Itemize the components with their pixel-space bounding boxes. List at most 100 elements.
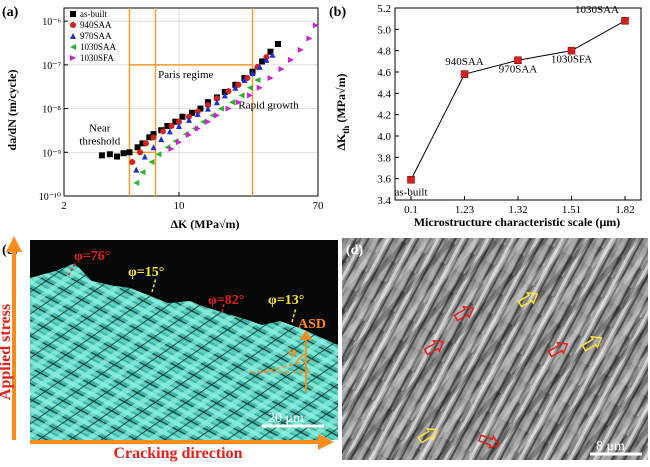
data-point bbox=[232, 84, 239, 91]
data-point bbox=[175, 139, 182, 146]
applied-stress-label: Applied stress bbox=[0, 304, 14, 400]
data-point bbox=[114, 153, 121, 160]
data-point bbox=[407, 175, 415, 184]
data-point bbox=[150, 134, 157, 141]
x-tick-label: 1.32 bbox=[508, 204, 527, 216]
red-arrow bbox=[423, 339, 445, 356]
data-point bbox=[142, 140, 149, 147]
legend-marker bbox=[70, 44, 76, 50]
x-tick-label: 70 bbox=[313, 200, 325, 212]
data-point bbox=[221, 92, 228, 99]
data-point bbox=[185, 113, 192, 120]
data-point bbox=[567, 46, 576, 55]
data-point bbox=[137, 149, 144, 156]
x-axis-label: Microstructure characteristic scale (μm) bbox=[414, 215, 621, 229]
data-point bbox=[217, 105, 224, 112]
data-point bbox=[175, 118, 182, 125]
data-point bbox=[166, 128, 173, 135]
y-tick-label: 10⁻¹⁰ bbox=[39, 192, 61, 203]
data-point bbox=[168, 145, 175, 152]
data-point bbox=[256, 63, 263, 70]
data-point bbox=[228, 99, 235, 106]
series-970SAA bbox=[133, 51, 276, 173]
crack-edge bbox=[29, 260, 339, 345]
phi-82-label: φ=82° bbox=[208, 293, 244, 308]
y-tick-label: 5.0 bbox=[377, 24, 391, 36]
region-label: Near threshold bbox=[79, 122, 120, 147]
data-point bbox=[185, 116, 192, 123]
data-point bbox=[238, 92, 245, 99]
data-point bbox=[158, 136, 165, 143]
data-point bbox=[146, 134, 153, 141]
data-point bbox=[288, 56, 295, 63]
data-point bbox=[179, 113, 186, 120]
asd-label: ASD bbox=[298, 317, 326, 332]
data-point bbox=[621, 17, 629, 25]
data-point bbox=[312, 22, 319, 29]
y-tick-label: 10⁻⁷ bbox=[42, 61, 61, 72]
plot-frame bbox=[63, 7, 319, 197]
data-point bbox=[256, 84, 263, 91]
data-point bbox=[267, 75, 274, 82]
yellow-arrow bbox=[417, 427, 439, 444]
y-tick-label: 10⁻⁸ bbox=[42, 105, 61, 116]
data-point bbox=[213, 112, 220, 119]
data-label: 970SAA bbox=[499, 63, 538, 75]
y-tick-label: 3.6 bbox=[377, 174, 391, 186]
data-point bbox=[150, 144, 157, 151]
region-label: Paris regime bbox=[158, 69, 213, 81]
data-point bbox=[297, 46, 304, 53]
y-tick-label: 10⁻⁹ bbox=[42, 148, 61, 159]
y-tick-label: 10⁻⁶ bbox=[42, 17, 61, 28]
data-point bbox=[213, 99, 220, 106]
data-point bbox=[106, 151, 113, 158]
data-point bbox=[141, 153, 148, 160]
data-point bbox=[155, 151, 162, 158]
y-label-unit: (MPa√m) bbox=[334, 73, 348, 125]
yellow-arrow bbox=[517, 291, 539, 308]
series-940SAA bbox=[129, 54, 270, 165]
phi-13-label: φ=13° bbox=[268, 293, 304, 308]
data-label: 1030SFA bbox=[551, 54, 592, 66]
micrograph-crack-path: φ=76° φ=15° φ=82° φ=13° ASD φ 20 μm (c) … bbox=[0, 232, 339, 462]
y-tick-label: 5.2 bbox=[377, 3, 391, 15]
plot-frame bbox=[394, 7, 642, 201]
data-point bbox=[269, 51, 276, 58]
panel-d-sem-fractograph: 8 μm (d) bbox=[338, 232, 650, 462]
data-point bbox=[204, 105, 211, 112]
threshold-chart: (b) 3.4 3.6 3.8 4.0 4.2 4.4 4.6 4.8 5.0 5.2 0.1 1.2… bbox=[329, 3, 642, 229]
data-point bbox=[225, 88, 232, 95]
data-point bbox=[133, 166, 140, 173]
data-point bbox=[194, 125, 201, 132]
data-point bbox=[148, 158, 155, 165]
x-tick-label: 2 bbox=[61, 200, 67, 212]
panel-label: (b) bbox=[329, 5, 346, 20]
data-point bbox=[139, 169, 146, 176]
data-point bbox=[221, 88, 228, 95]
data-point bbox=[235, 99, 242, 106]
y-tick-label: 4.4 bbox=[377, 88, 391, 100]
data-point bbox=[235, 81, 242, 88]
data-point bbox=[204, 118, 211, 125]
legend-entry: 1030SAA bbox=[80, 42, 117, 52]
data-point bbox=[197, 105, 204, 112]
legend-marker bbox=[70, 33, 76, 39]
data-point bbox=[244, 75, 251, 82]
data-point bbox=[241, 77, 248, 84]
legend-entry: 1030SFA bbox=[80, 53, 114, 63]
legend-entry: 970SAA bbox=[80, 31, 112, 41]
cracking-direction-label: Cracking direction bbox=[113, 445, 242, 462]
data-point bbox=[126, 149, 133, 156]
data-point bbox=[133, 179, 140, 186]
scale-bar-label: 20 μm bbox=[268, 411, 304, 426]
legend-marker bbox=[70, 22, 76, 28]
data-point bbox=[120, 150, 127, 157]
data-point bbox=[150, 131, 157, 138]
y-tick-label: 4.2 bbox=[377, 110, 391, 122]
series-1030SFA bbox=[168, 22, 319, 152]
data-point bbox=[168, 122, 175, 129]
red-arrow bbox=[478, 434, 500, 449]
data-point bbox=[164, 122, 171, 129]
data-label: 1030SAA bbox=[575, 4, 619, 16]
